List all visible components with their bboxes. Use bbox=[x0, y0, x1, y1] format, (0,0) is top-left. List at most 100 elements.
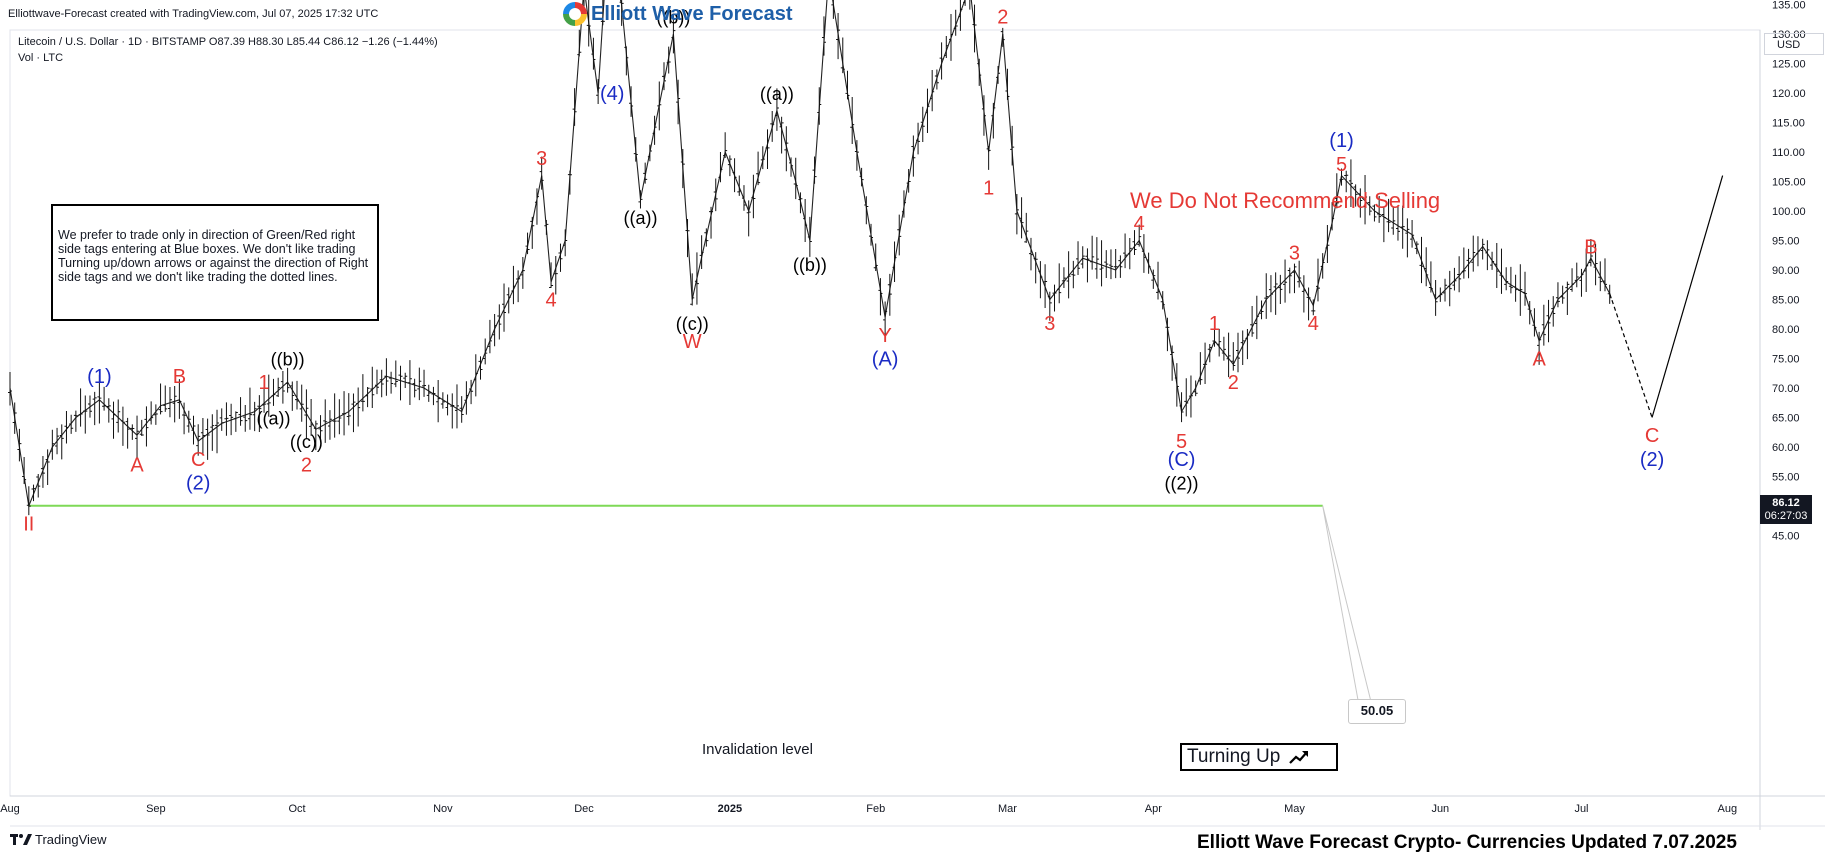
footer-title: Elliott Wave Forecast Crypto- Currencies… bbox=[1197, 832, 1737, 853]
price-bar bbox=[1480, 238, 1485, 260]
price-bar bbox=[502, 283, 507, 332]
tradingview-logo[interactable]: TradingView bbox=[10, 832, 107, 847]
volume-line[interactable]: Vol · LTC bbox=[18, 52, 64, 64]
price-bar bbox=[492, 313, 497, 347]
currency-selector[interactable]: USD bbox=[1764, 33, 1824, 55]
price-bar bbox=[1090, 235, 1095, 270]
price-bar bbox=[233, 411, 238, 432]
price-bar bbox=[643, 162, 648, 184]
price-bar bbox=[793, 157, 798, 200]
price-bar bbox=[939, 42, 944, 80]
wave-label: C bbox=[191, 449, 205, 471]
y-tick-label: 125.00 bbox=[1772, 59, 1806, 71]
price-bar bbox=[454, 384, 459, 429]
price-bar bbox=[873, 243, 878, 271]
price-bar bbox=[1268, 275, 1273, 313]
wave-label: ((c)) bbox=[290, 432, 323, 452]
price-bar bbox=[1447, 270, 1452, 307]
price-bar bbox=[732, 158, 737, 193]
price-bar bbox=[313, 420, 318, 451]
price-bar bbox=[167, 386, 172, 418]
y-tick-label: 65.00 bbox=[1772, 413, 1800, 425]
price-bar bbox=[342, 391, 347, 436]
price-bar bbox=[1471, 235, 1476, 272]
price-bar bbox=[252, 401, 257, 432]
price-bar bbox=[949, 14, 953, 61]
y-tick-label: 130.00 bbox=[1772, 29, 1806, 41]
price-bar bbox=[384, 358, 389, 396]
price-bar bbox=[1419, 236, 1424, 284]
price-bar bbox=[1287, 267, 1292, 294]
price-bar bbox=[1584, 248, 1589, 293]
price-bar bbox=[1433, 280, 1438, 316]
bar-countdown: 06:27:03 bbox=[1764, 510, 1808, 522]
wave-label: 3 bbox=[1044, 313, 1055, 335]
price-bar bbox=[1014, 194, 1019, 235]
price-bar bbox=[1024, 212, 1029, 243]
price-bar bbox=[1344, 170, 1349, 193]
price-bar bbox=[770, 110, 775, 142]
price-bar bbox=[116, 399, 121, 433]
price-bar bbox=[17, 428, 22, 462]
price-bar bbox=[351, 393, 356, 433]
price-bar bbox=[106, 398, 111, 423]
price-bar bbox=[1118, 255, 1123, 278]
price-bar bbox=[304, 389, 309, 440]
price-bar bbox=[1278, 274, 1283, 305]
price-bar bbox=[1226, 332, 1231, 378]
price-bar bbox=[953, 9, 958, 36]
price-bar bbox=[210, 414, 215, 451]
price-bar bbox=[478, 356, 483, 380]
price-bar bbox=[1005, 68, 1010, 100]
price-bar bbox=[774, 88, 779, 131]
price-bar bbox=[1405, 218, 1410, 258]
price-bar bbox=[1071, 260, 1076, 289]
x-tick-label: Aug bbox=[1718, 803, 1738, 815]
price-bar bbox=[1137, 224, 1142, 247]
price-bar bbox=[958, 0, 963, 31]
price-bar bbox=[1518, 264, 1523, 316]
wave-label: ((b)) bbox=[793, 255, 827, 275]
wave-label: 3 bbox=[1289, 242, 1300, 264]
price-bar bbox=[1414, 241, 1419, 255]
price-bar bbox=[850, 96, 855, 145]
price-bar bbox=[1099, 240, 1104, 287]
price-bar bbox=[1250, 306, 1255, 337]
wave-label: ((a)) bbox=[760, 84, 794, 104]
price-bar bbox=[934, 69, 939, 90]
price-bar bbox=[661, 62, 666, 91]
price-bar bbox=[1198, 352, 1203, 385]
price-bar bbox=[619, 0, 624, 26]
price-bar bbox=[97, 374, 102, 424]
price-bar bbox=[596, 79, 601, 105]
price-bar bbox=[1490, 251, 1495, 270]
x-tick-label: Jun bbox=[1431, 803, 1449, 815]
brand-icon bbox=[563, 2, 587, 26]
brand-logo[interactable]: Elliott Wave Forecast bbox=[563, 2, 793, 26]
price-bar bbox=[1565, 281, 1570, 316]
price-bar bbox=[1325, 225, 1330, 263]
price-bar bbox=[694, 252, 699, 305]
selling-warning: We Do Not Recommend Selling bbox=[1130, 188, 1441, 213]
price-bar bbox=[45, 449, 50, 486]
price-bar bbox=[671, 14, 676, 54]
symbol-line[interactable]: Litecoin / U.S. Dollar · 1D · BITSTAMP O… bbox=[18, 36, 438, 48]
price-bar bbox=[534, 188, 539, 225]
price-bar bbox=[1245, 328, 1250, 360]
price-bar bbox=[135, 415, 140, 460]
price-bar bbox=[31, 484, 36, 502]
price-bar bbox=[450, 393, 455, 429]
brand-name: Elliott Wave Forecast bbox=[591, 2, 793, 25]
price-bar bbox=[718, 152, 723, 183]
y-tick-label: 45.00 bbox=[1772, 531, 1800, 543]
price-bar bbox=[1475, 236, 1480, 267]
x-tick-label: Feb bbox=[866, 803, 885, 815]
price-bar bbox=[516, 270, 521, 303]
price-bar bbox=[407, 360, 412, 405]
price-bar bbox=[356, 387, 361, 427]
price-bar bbox=[1410, 219, 1415, 248]
price-bar bbox=[1395, 205, 1400, 241]
wave-label: 4 bbox=[546, 290, 557, 312]
price-bar bbox=[426, 384, 431, 402]
price-bar bbox=[920, 106, 925, 142]
